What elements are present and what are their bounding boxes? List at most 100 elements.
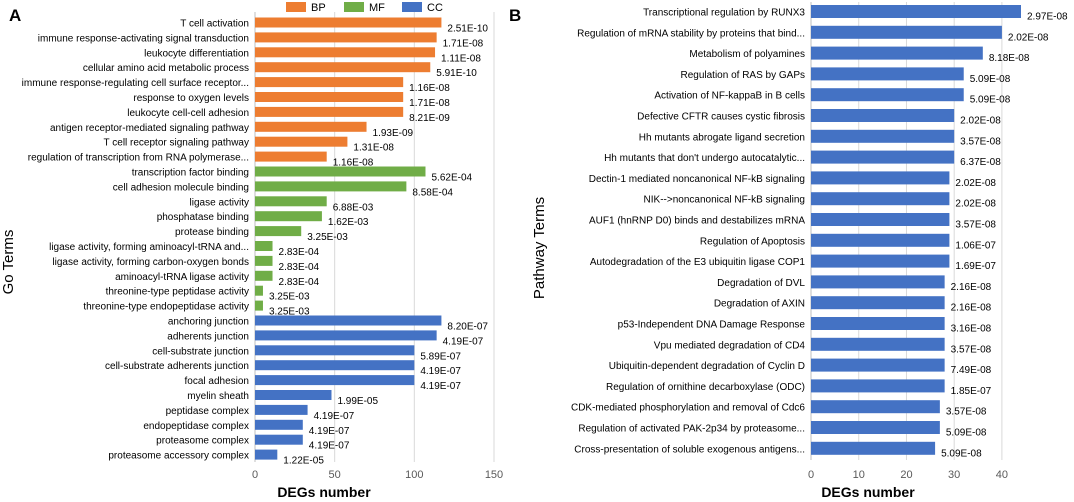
bar xyxy=(255,300,263,311)
bar xyxy=(255,315,442,326)
bar xyxy=(255,92,404,102)
bar xyxy=(255,166,426,177)
bar xyxy=(255,17,442,28)
legend-swatch xyxy=(344,2,364,12)
bar xyxy=(255,226,302,237)
data-label: 2.02E-08 xyxy=(955,178,996,189)
data-label: 2.02E-08 xyxy=(960,116,1001,127)
data-label: 5.09E-08 xyxy=(941,448,982,459)
data-label: 1.11E-08 xyxy=(441,53,481,64)
category-label: NIK-->noncanonical NF-kB signaling xyxy=(644,195,805,206)
data-label: 2.02E-08 xyxy=(1008,32,1049,43)
category-label: protease binding xyxy=(175,227,249,238)
category-label: transcription factor binding xyxy=(132,168,249,179)
x-tick-label: 40 xyxy=(996,469,1008,481)
data-label: 2.16E-08 xyxy=(951,282,992,293)
data-label: 5.89E-07 xyxy=(420,351,461,362)
panel-b-letter: B xyxy=(509,6,521,25)
category-label: cell-substrate adherents junction xyxy=(105,361,249,372)
data-label: 3.57E-08 xyxy=(946,407,987,418)
category-label: p53-Independent DNA Damage Response xyxy=(618,320,806,331)
panel-b-x-axis-title: DEGs number xyxy=(821,484,915,500)
data-label: 1.85E-07 xyxy=(951,386,992,397)
data-label: 2.16E-08 xyxy=(951,303,992,314)
data-label: 3.25E-03 xyxy=(307,232,348,243)
x-tick-label: 10 xyxy=(853,469,865,481)
data-label: 1.31E-08 xyxy=(353,143,394,154)
panel-a-x-ticks: 0 50 100 150 xyxy=(252,469,503,481)
category-label: Autodegradation of the E3 ubiquitin liga… xyxy=(590,257,806,268)
category-label: Hh mutants abrogate ligand secretion xyxy=(639,132,805,143)
bar xyxy=(255,32,437,43)
bar xyxy=(811,109,955,122)
category-label: cell adhesion molecule binding xyxy=(113,182,249,193)
bar xyxy=(255,345,415,356)
bar xyxy=(255,47,436,58)
category-label: Degradation of DVL xyxy=(717,278,805,289)
bar xyxy=(255,390,332,400)
category-label: T cell receptor signaling pathway xyxy=(104,138,249,149)
panel-a-y-axis-title: Go Terms xyxy=(0,230,17,295)
bar xyxy=(255,241,273,251)
bar xyxy=(811,67,964,81)
legend-label: CC xyxy=(427,2,443,14)
category-label: Cross-presentation of soluble exogenous … xyxy=(574,444,805,455)
category-label: leukocyte differentiation xyxy=(144,48,249,59)
data-label: 5.62E-04 xyxy=(431,173,472,184)
x-tick-label: 0 xyxy=(808,469,814,481)
data-label: 2.83E-04 xyxy=(279,262,320,273)
category-label: ligase activity, forming aminoacyl-tRNA … xyxy=(49,242,249,253)
category-label: Metabolism of polyamines xyxy=(689,49,805,60)
category-label: T cell activation xyxy=(180,19,249,30)
bar xyxy=(255,419,303,430)
data-label: 3.57E-08 xyxy=(955,220,996,231)
panel-b-x-ticks: 0 10 20 30 40 xyxy=(808,469,1008,481)
bar xyxy=(255,181,407,192)
category-label: Hh mutants that don't undergo autocataly… xyxy=(604,153,805,164)
category-label: focal adhesion xyxy=(185,376,250,387)
data-label: 6.37E-08 xyxy=(960,157,1001,168)
bar xyxy=(811,441,936,455)
category-label: phosphatase binding xyxy=(157,212,249,223)
data-label: 5.91E-10 xyxy=(436,68,477,79)
data-label: 4.19E-07 xyxy=(314,411,355,422)
category-label: threonine-type peptidase activity xyxy=(106,287,249,298)
bar xyxy=(255,211,322,222)
panel-a-data-labels: 2.51E-10 1.71E-08 1.11E-08 5.91E-10 1.16E-08… xyxy=(269,24,488,467)
category-label: antigen receptor-mediated signaling path… xyxy=(50,123,249,134)
category-label: Regulation of RAS by GAPs xyxy=(680,70,805,81)
category-label: AUF1 (hnRNP D0) binds and destabilizes m… xyxy=(589,216,805,227)
x-tick-label: 30 xyxy=(948,469,960,481)
category-label: Regulation of Apoptosis xyxy=(700,236,805,247)
category-label: proteasome complex xyxy=(156,436,249,447)
bar xyxy=(811,25,1002,39)
category-label: Ubiquitin-dependent degradation of Cycli… xyxy=(609,361,805,372)
data-label: 8.18E-08 xyxy=(989,53,1030,64)
data-label: 1.62E-03 xyxy=(328,217,369,228)
bar xyxy=(255,360,415,371)
category-label: Regulation of activated PAK-2p34 by prot… xyxy=(578,424,805,435)
data-label: 5.09E-08 xyxy=(946,428,987,439)
bar xyxy=(255,434,303,445)
data-label: 3.57E-08 xyxy=(960,136,1001,147)
category-label: aminoacyl-tRNA ligase activity xyxy=(115,272,249,283)
category-label: regulation of transcription from RNA pol… xyxy=(28,153,249,164)
category-label: Defective CFTR causes cystic fibrosis xyxy=(637,112,805,123)
data-label: 8.20E-07 xyxy=(447,322,488,333)
bar xyxy=(255,449,278,460)
category-label: Dectin-1 mediated noncanonical NF-kB sig… xyxy=(589,174,805,185)
bar xyxy=(811,171,950,185)
panel-a-category-labels: T cell activation immune response-activat… xyxy=(22,19,249,462)
x-tick-label: 150 xyxy=(485,469,503,481)
bar xyxy=(811,88,964,102)
data-label: 1.16E-08 xyxy=(409,83,450,94)
x-tick-label: 100 xyxy=(405,469,423,481)
data-label: 1.71E-08 xyxy=(409,98,450,109)
bar xyxy=(255,270,273,281)
panel-b-bars xyxy=(811,5,1021,455)
data-label: 2.02E-08 xyxy=(955,199,996,210)
category-label: Activation of NF-kappaB in B cells xyxy=(654,91,805,102)
panel-a-x-axis-title: DEGs number xyxy=(277,484,371,500)
data-label: 1.71E-08 xyxy=(443,38,484,49)
